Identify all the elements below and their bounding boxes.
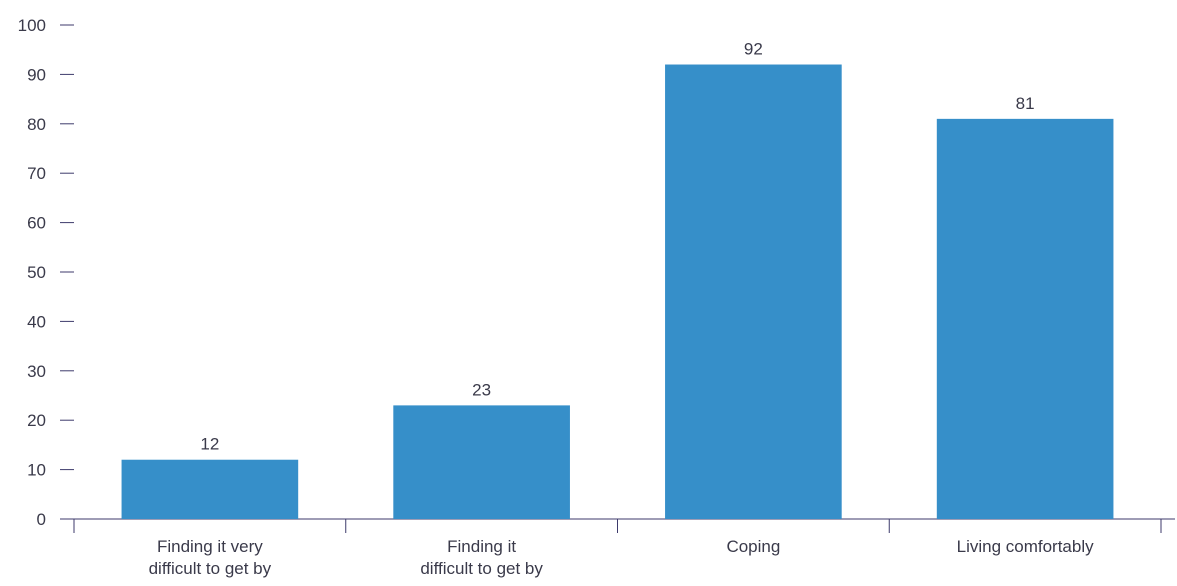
x-axis: Finding it very difficult to get by Findin… [60, 518, 1175, 578]
data-label: 92 [744, 40, 763, 59]
y-tick-label: 20 [27, 411, 46, 430]
y-tick-label: 0 [37, 510, 46, 529]
y-tick-label: 10 [27, 461, 46, 480]
y-tick-label: 70 [27, 164, 46, 183]
x-category-label: difficult to get by [149, 559, 272, 578]
x-category-label: difficult to get by [420, 559, 543, 578]
y-tick-label: 30 [27, 362, 46, 381]
y-tick-label: 80 [27, 115, 46, 134]
data-labels: 12 23 92 81 [200, 40, 1034, 454]
y-axis: 0 10 20 30 40 50 60 70 80 90 100 [18, 16, 74, 529]
y-tick-label: 100 [18, 16, 46, 35]
data-label: 81 [1016, 94, 1035, 113]
y-tick-label: 90 [27, 65, 46, 84]
bar [121, 459, 299, 519]
bars [121, 64, 1114, 520]
bar [393, 405, 570, 519]
y-tick-label: 40 [27, 312, 46, 331]
data-label: 12 [200, 435, 219, 454]
y-tick-label: 50 [27, 263, 46, 282]
bar [936, 118, 1114, 520]
bar [665, 64, 842, 520]
x-category-label: Finding it very [157, 537, 263, 556]
x-category-label: Coping [726, 537, 780, 556]
x-category-label: Finding it [447, 537, 516, 556]
x-category-label: Living comfortably [957, 537, 1095, 556]
data-label: 23 [472, 380, 491, 399]
y-tick-label: 60 [27, 214, 46, 233]
